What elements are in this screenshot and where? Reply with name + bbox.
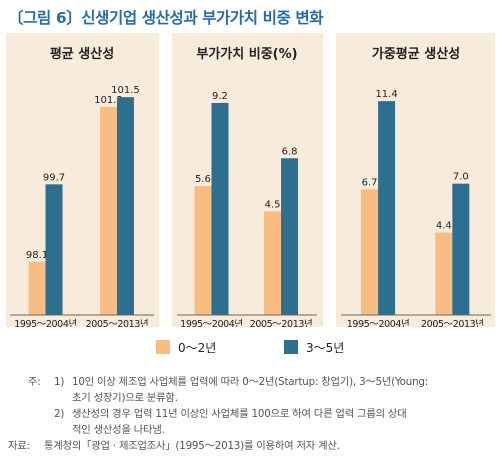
x-tick-label: 1995～2004년 [180,319,243,327]
note-text: 초기 성장기)으로 분류함. [72,392,178,404]
legend-swatch-0-2 [156,340,170,354]
note-line: 주: 1) 10인 이상 제조업 사업체를 업력에 따라 0～2년(Startu… [4,374,496,390]
note-line: 적인 생산성을 나타냄. [4,422,496,438]
bar [99,106,117,315]
x-tick-label: 2005～2013년 [250,319,313,327]
note-number: 1) [54,376,65,388]
data-label: 98.1 [26,250,48,261]
x-tick-label: 2005～2013년 [86,319,149,327]
chart-title: 평균 생산성 [50,46,114,62]
note-text: 10인 이상 제조업 사업체를 업력에 따라 0～2년(Startup: 창업기… [72,376,429,388]
note-text: 생산성의 경우 업력 11년 이상인 사업체를 100으로 하여 다른 업력 그… [72,408,407,420]
note-line: 초기 성장기)으로 분류함. [4,390,496,406]
bar [378,101,396,316]
chart-title: 부가가치 비중(%) [196,46,297,62]
legend-label-0-2: 0～2년 [178,341,217,355]
bar [211,102,229,315]
note-text: 적인 생산성을 나타냄. [72,424,165,436]
bar [264,211,282,315]
bar [452,183,470,315]
bar [116,97,134,315]
bar [361,189,379,315]
note-line: 2) 생산성의 경우 업력 11년 이상인 사업체를 100으로 하여 다른 업… [4,406,496,422]
bar [281,158,299,315]
bar [194,185,212,315]
data-label: 5.6 [195,174,211,185]
note-lead: 주: [28,376,41,388]
figure-title: 〔그림 6〕신생기업 생산성과 부가가치 비중 변화 [8,9,324,27]
bar [45,184,63,315]
data-label: 11.4 [375,89,397,100]
data-label: 4.4 [436,220,452,231]
data-label: 7.0 [453,172,469,183]
charts-panel: 평균 생산성 98.1 99.7 1995～2004년 101.3 101.5 2005～2… [6,33,495,327]
data-label: 9.2 [212,91,228,102]
note-line: 자료: 통계청의「광업 · 제조업조사」(1995～2013)를 이용하여 저자… [4,438,496,454]
bar [28,261,46,315]
panel-separator [323,33,336,327]
panel-separator [159,33,172,327]
legend-swatch-3-5 [284,340,298,354]
x-tick-label: 1995～2004년 [347,319,410,327]
data-label: 101.5 [111,85,140,96]
notes: 주: 1) 10인 이상 제조업 사업체를 업력에 따라 0～2년(Startu… [4,374,496,454]
note-number: 2) [54,408,65,420]
x-tick-label: 1995～2004년 [14,319,77,327]
bar [435,232,453,315]
data-label: 6.8 [282,146,298,157]
legend-label-3-5: 3～5년 [306,341,345,355]
data-label: 4.5 [265,199,281,210]
data-label: 99.7 [43,172,65,183]
chart-title: 가중평균 생산성 [372,46,460,62]
source-lead: 자료: [8,440,30,452]
x-tick-label: 2005～2013년 [421,319,484,327]
data-label: 6.7 [362,177,378,188]
data-label: 101.3 [94,95,123,106]
source-text: 통계청의「광업 · 제조업조사」(1995～2013)를 이용하여 저자 계산. [44,440,340,452]
